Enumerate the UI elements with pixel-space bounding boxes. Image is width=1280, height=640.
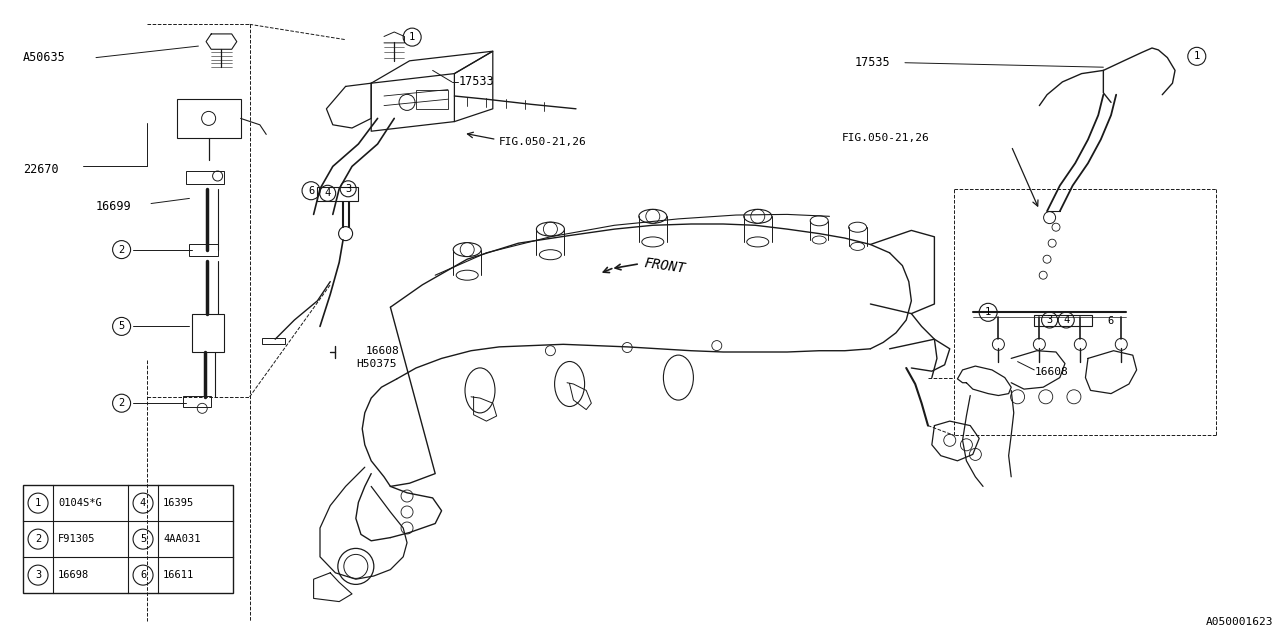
Text: 6: 6 (308, 186, 314, 196)
Bar (183, 396, 211, 407)
Text: 1: 1 (1194, 51, 1199, 61)
Text: 4: 4 (325, 188, 330, 198)
Text: 16698: 16698 (58, 570, 90, 580)
Text: 3: 3 (35, 570, 41, 580)
Bar (23, 485, 233, 593)
Text: 17535: 17535 (855, 56, 891, 69)
Bar (262, 338, 285, 344)
Text: 3: 3 (1047, 315, 1052, 325)
Text: FIG.050-21,26: FIG.050-21,26 (842, 132, 931, 143)
Text: A050001623: A050001623 (1206, 617, 1274, 627)
Text: 3: 3 (346, 184, 351, 194)
Text: 2: 2 (119, 244, 124, 255)
Bar (317, 187, 358, 201)
Text: 4: 4 (1064, 315, 1069, 325)
Text: 22670: 22670 (23, 163, 59, 176)
Text: H50375: H50375 (356, 358, 397, 369)
Bar (1034, 315, 1092, 326)
Text: 16699: 16699 (96, 200, 132, 212)
Text: 16608: 16608 (1034, 367, 1068, 378)
Text: FIG.050-21,26: FIG.050-21,26 (499, 137, 588, 147)
Text: 16611: 16611 (163, 570, 195, 580)
Bar (186, 171, 224, 184)
Text: A50635: A50635 (23, 51, 65, 64)
Text: 16608: 16608 (366, 346, 399, 356)
Text: 0104S*G: 0104S*G (58, 498, 102, 508)
Text: 4AA031: 4AA031 (163, 534, 201, 544)
Text: 6: 6 (1107, 316, 1114, 326)
Text: 5: 5 (119, 321, 124, 332)
Bar (177, 99, 241, 138)
Text: F91305: F91305 (58, 534, 96, 544)
Text: 1: 1 (35, 498, 41, 508)
Text: 2: 2 (119, 398, 124, 408)
Text: 17533: 17533 (458, 76, 494, 88)
Text: 16395: 16395 (163, 498, 195, 508)
Text: 5: 5 (140, 534, 146, 544)
Bar (189, 244, 218, 256)
Text: 1: 1 (410, 32, 415, 42)
Text: 4: 4 (140, 498, 146, 508)
Text: 2: 2 (35, 534, 41, 544)
Text: 6: 6 (140, 570, 146, 580)
Text: FRONT: FRONT (643, 256, 686, 275)
Bar (192, 314, 224, 352)
Bar (416, 90, 448, 109)
Text: 1: 1 (986, 307, 991, 317)
